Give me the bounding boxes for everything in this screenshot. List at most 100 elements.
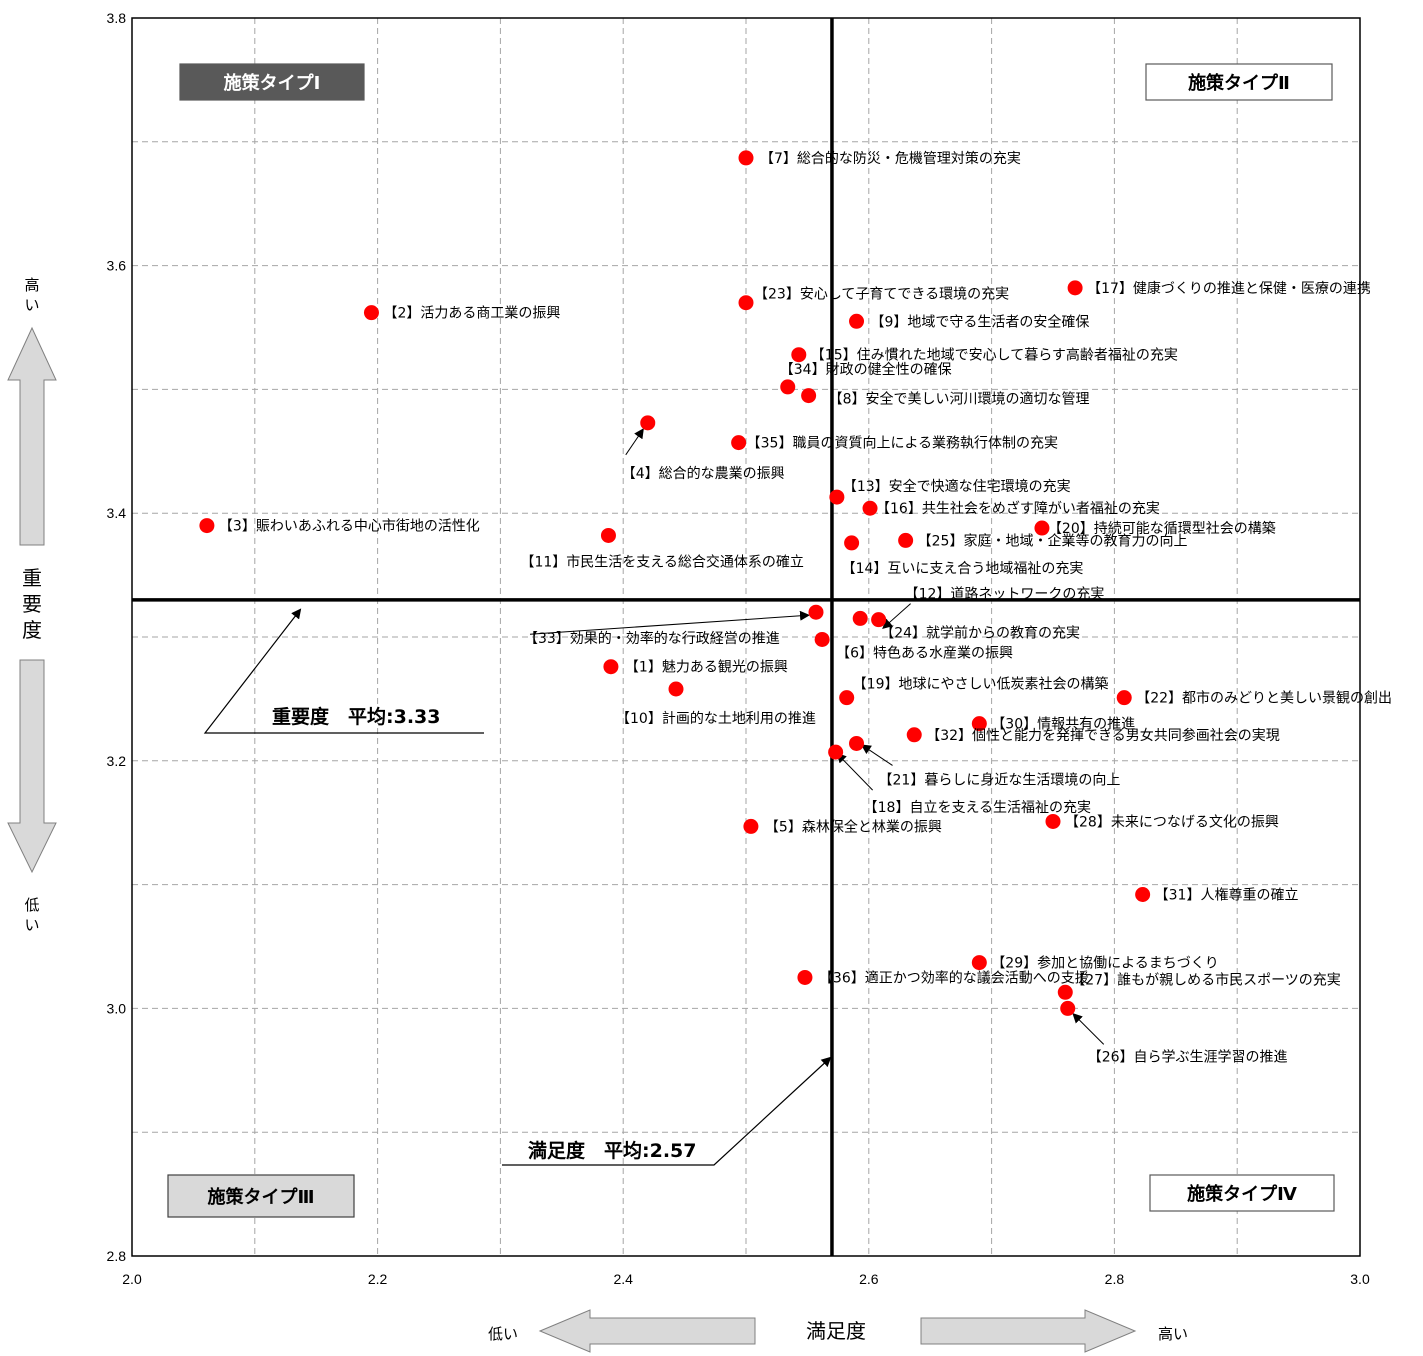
quadrant-3: 施策タイプⅢ <box>167 1174 355 1218</box>
point-label: 【26】自ら学ぶ生涯学習の推進 <box>1088 1049 1288 1065</box>
y-low-label-char: い <box>24 916 39 934</box>
point-label: 【9】地域で守る生活者の安全確保 <box>871 313 1090 330</box>
point-label: 【6】特色ある水産業の振興 <box>836 644 1013 661</box>
data-point <box>743 818 759 834</box>
data-point <box>839 690 855 706</box>
x-left-arrow-icon <box>538 1309 756 1353</box>
leader-arrow <box>860 744 893 766</box>
point-label: 【7】総合的な防災・危機管理対策の充実 <box>760 150 1021 167</box>
point-label: 【17】健康づくりの推進と保健・医療の連携 <box>1087 280 1371 297</box>
point-label: 【33】効果的・効率的な行政経営の推進 <box>524 630 780 647</box>
point-label: 【15】住み慣れた地域で安心して暮らす高齢者福祉の充実 <box>811 347 1178 364</box>
x-tick-label: 2.0 <box>122 1271 142 1287</box>
y-tick-label: 3.6 <box>107 258 127 274</box>
data-point <box>1135 887 1151 903</box>
point-label: 【1】魅力ある観光の振興 <box>625 659 788 676</box>
point-label: 【19】地球にやさしい低炭素社会の構築 <box>853 677 1109 693</box>
point-label: 【27】誰もが親しめる市民スポーツの充実 <box>1071 971 1341 988</box>
data-point <box>1060 1000 1076 1016</box>
data-point <box>829 489 845 505</box>
mean-lines <box>132 18 1360 1256</box>
data-point <box>971 716 987 732</box>
data-points <box>199 150 1151 1016</box>
data-point <box>738 150 754 166</box>
quadrant-1: 施策タイプⅠ <box>179 63 365 101</box>
data-point <box>797 969 813 985</box>
data-point <box>871 612 887 628</box>
data-point <box>791 347 807 363</box>
data-point <box>600 527 616 543</box>
x-tick-label: 3.0 <box>1350 1271 1370 1287</box>
point-label: 【3】賑わいあふれる中心市街地の活性化 <box>219 518 480 535</box>
y-high-label-char: 高 <box>24 276 39 294</box>
point-label: 【24】就学前からの教育の充実 <box>880 624 1080 641</box>
point-label: 【18】自立を支える生活福祉の充実 <box>864 800 1091 816</box>
data-point <box>808 604 824 620</box>
data-point <box>363 305 379 321</box>
data-point <box>1034 520 1050 536</box>
data-point <box>862 500 878 516</box>
point-label: 【31】人権尊重の確立 <box>1155 887 1299 904</box>
x-right-arrow-icon <box>920 1309 1137 1353</box>
point-labels: 【1】魅力ある観光の振興 【2】活力ある商工業の振興【3】賑わいあふれる中心市街地… <box>219 150 1392 1066</box>
y-low-label-char: 低 <box>24 896 39 914</box>
point-label: 【11】市民生活を支える総合交通体系の確立 <box>520 553 803 570</box>
point-label: 【10】計画的な土地利用の推進 <box>616 711 816 727</box>
grid-lines <box>132 18 1360 1256</box>
data-point <box>828 744 844 760</box>
data-point <box>199 518 215 534</box>
quadrant-2: 施策タイプⅡ <box>1145 63 1333 101</box>
quadrant-label: 施策タイプⅠ <box>224 72 321 94</box>
tick-labels: 2.0 2.2 2.4 2.6 2.8 3.0 2.8 3.0 3.2 3.4 3.6 3.8 <box>107 10 1370 1287</box>
point-label: 【22】都市のみどりと美しい景観の創出 <box>1136 690 1392 707</box>
quadrant-4: 施策タイプⅣ <box>1149 1174 1335 1212</box>
point-label: 【13】安全で快適な住宅環境の充実 <box>843 478 1071 495</box>
point-label: 【16】共生社会をめざす障がい者福祉の充実 <box>876 500 1160 517</box>
y-tick-label: 3.4 <box>107 505 127 521</box>
y-tick-label: 2.8 <box>107 1248 127 1264</box>
point-label: 【8】安全で美しい河川環境の適切な管理 <box>829 391 1090 408</box>
point-label: 【30】情報共有の推進 <box>991 717 1135 733</box>
y-tick-label: 3.2 <box>107 753 127 769</box>
x-low-label: 低い <box>488 1325 518 1343</box>
data-point <box>1057 984 1073 1000</box>
data-point <box>731 435 747 451</box>
mean-y-label: 重要度 平均:3.33 <box>272 705 440 728</box>
data-point <box>849 735 865 751</box>
y-axis-title-char: 重 <box>22 566 42 590</box>
data-point <box>780 379 796 395</box>
quadrant-label: 施策タイプⅡ <box>1188 72 1290 94</box>
y-down-arrow-icon <box>7 659 57 874</box>
x-high-label: 高い <box>1158 1325 1188 1343</box>
point-label: 【32】個性と能力を発揮できる男女共同参画社会の実現 <box>926 727 1280 744</box>
mean-annotations: 重要度 平均:3.33 満足度 平均:2.57 <box>203 608 832 1166</box>
quadrant-box <box>179 63 365 101</box>
data-point <box>1067 280 1083 296</box>
mean-x-label: 満足度 平均:2.57 <box>528 1139 696 1162</box>
y-axis-title-char: 度 <box>22 618 42 642</box>
data-point <box>849 313 865 329</box>
data-point <box>603 659 619 675</box>
point-label: 【2】活力ある商工業の振興 <box>383 306 560 322</box>
x-tick-label: 2.6 <box>859 1271 879 1287</box>
mean-x-leader <box>502 1056 832 1166</box>
quadrant-label: 施策タイプⅣ <box>1187 1183 1297 1205</box>
y-high-label-char: い <box>24 296 39 314</box>
data-point <box>1045 813 1061 829</box>
leader-arrow <box>836 752 874 791</box>
leader-arrows <box>529 428 1105 1045</box>
point-label: 【25】家庭・地域・企業等の教育力の向上 <box>918 532 1188 549</box>
data-point <box>801 388 817 404</box>
data-point <box>668 681 684 697</box>
quadrant-box <box>1149 1174 1335 1212</box>
x-tick-label: 2.8 <box>1105 1271 1125 1287</box>
data-point <box>971 955 987 971</box>
data-point <box>1116 690 1132 706</box>
y-axis-title-char: 要 <box>22 592 42 616</box>
point-label: 【29】参加と協働によるまちづくり <box>991 955 1218 972</box>
point-label: 【23】安心して子育てできる環境の充実 <box>754 287 1009 303</box>
point-label: 【28】未来につなげる文化の振興 <box>1065 814 1279 830</box>
data-point <box>640 415 656 431</box>
